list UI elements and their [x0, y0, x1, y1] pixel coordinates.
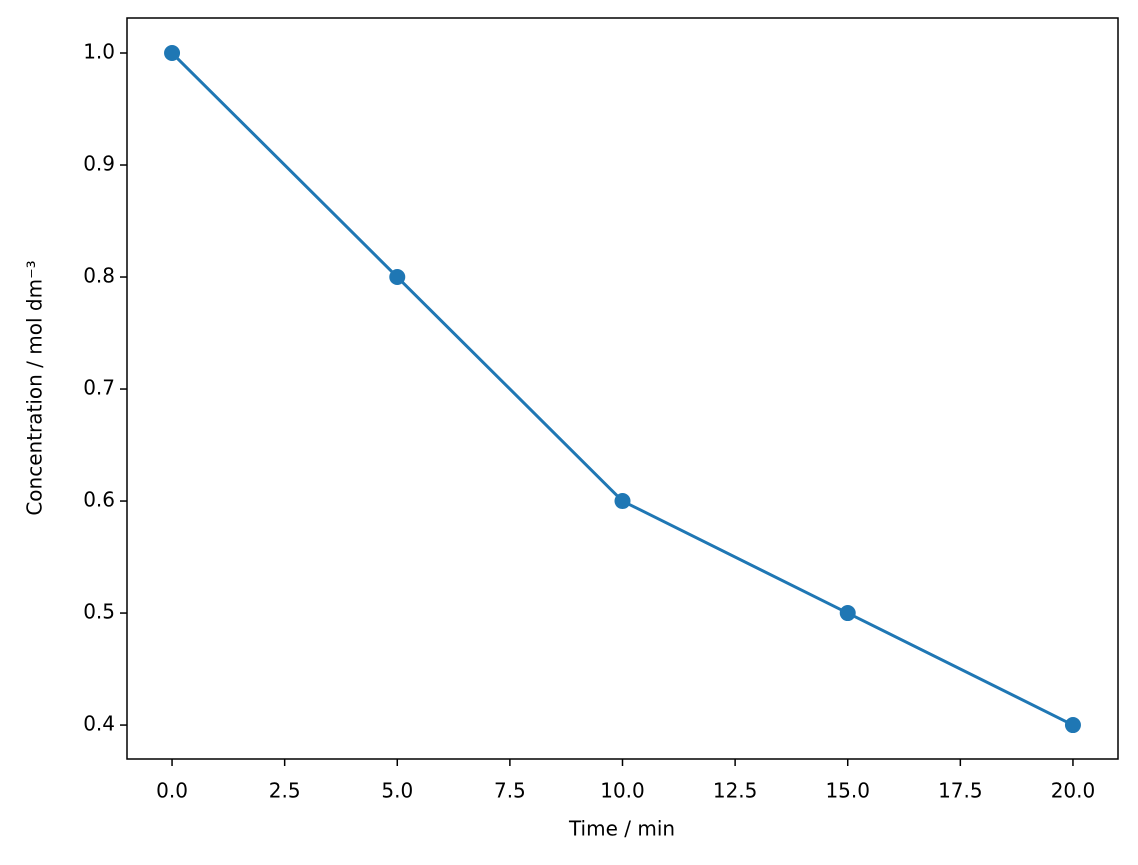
x-tick-label: 10.0	[600, 779, 645, 803]
x-tick-label: 12.5	[713, 779, 758, 803]
y-axis-label: Concentration / mol dm⁻³	[23, 260, 47, 515]
x-tick-label: 17.5	[938, 779, 983, 803]
y-tick-label: 0.6	[83, 488, 115, 512]
data-point	[839, 605, 856, 622]
y-tick-label: 0.4	[83, 712, 115, 736]
x-axis-label: Time / min	[568, 817, 675, 841]
x-tick-label: 20.0	[1051, 779, 1096, 803]
y-tick-label: 0.8	[83, 264, 115, 288]
x-tick-label: 7.5	[494, 779, 526, 803]
y-tick-label: 0.5	[83, 600, 115, 624]
data-point	[1064, 717, 1081, 734]
data-point	[389, 269, 406, 286]
x-tick-label: 5.0	[381, 779, 413, 803]
x-tick-label: 2.5	[269, 779, 301, 803]
x-tick-label: 15.0	[825, 779, 870, 803]
data-point	[614, 493, 631, 510]
plot-frame	[126, 17, 1119, 760]
y-tick-label: 0.7	[83, 376, 115, 400]
data-point	[164, 45, 181, 62]
y-tick-label: 0.9	[83, 152, 115, 176]
y-tick-label: 1.0	[83, 40, 115, 64]
x-tick-label: 0.0	[156, 779, 188, 803]
